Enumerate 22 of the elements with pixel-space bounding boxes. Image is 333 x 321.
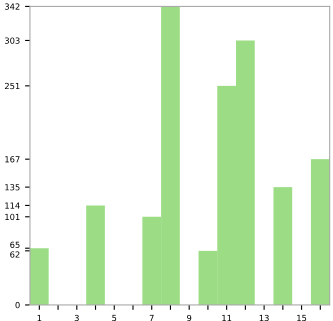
bar [310,159,330,305]
bar [30,248,49,305]
bar [86,205,105,305]
y-tick-label: 167 [5,156,20,162]
x-tick-label: 15 [297,314,306,321]
y-tick-label: 114 [5,202,20,209]
y-tick-label: 65 [10,242,20,248]
y-tick-label: 0 [15,302,20,308]
bar [273,187,292,305]
y-tick-label: 251 [4,82,20,90]
y-tick-label: 342 [4,3,20,10]
x-tick-label: 11 [222,314,232,321]
x-tick-label: 7 [150,314,154,321]
x-tick-label: 1 [38,314,42,321]
x-tick-label: 9 [187,314,192,321]
y-tick-label: 101 [5,214,20,220]
x-tick-label: 13 [260,314,269,321]
y-tick-label: 135 [5,184,20,190]
x-tick-label: 5 [112,314,116,321]
x-tick-label: 3 [74,314,79,321]
y-tick-label: 303 [4,37,20,44]
y-tick-label: 62 [10,251,20,258]
